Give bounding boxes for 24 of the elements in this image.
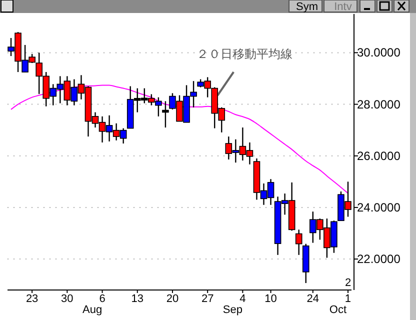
candlestick xyxy=(162,100,169,128)
candlestick xyxy=(295,229,302,256)
x-tick-label: 10 xyxy=(264,293,277,305)
text: Oct xyxy=(329,304,347,316)
x-tick-label: 20 xyxy=(166,293,179,305)
text: Intv xyxy=(334,1,352,13)
text: Sym xyxy=(296,1,318,13)
text: ２０日移動平均線 xyxy=(196,47,293,61)
y-tick-label: 26.0000 xyxy=(357,148,401,163)
x-tick-label: 24 xyxy=(306,293,320,305)
x-tick-label: 30 xyxy=(61,293,74,305)
text: Sep xyxy=(222,304,242,316)
x-tick-label: 13 xyxy=(131,293,144,305)
y-tick-label: 22.0000 xyxy=(357,252,401,266)
y-tick-label: 24.0000 xyxy=(357,200,401,214)
annotation: 2 xyxy=(344,277,352,289)
x-tick-label: 23 xyxy=(26,293,38,305)
x-tick-label: 6 xyxy=(99,293,106,305)
y-tick-label: 28.0000 xyxy=(357,97,401,112)
x-tick-label: 27 xyxy=(201,293,214,305)
y-tick-label: 30.0000 xyxy=(357,46,401,60)
text: Aug xyxy=(82,304,102,316)
x-tick-label: 4 xyxy=(240,293,246,305)
x-tick-label: 1 xyxy=(344,293,352,305)
